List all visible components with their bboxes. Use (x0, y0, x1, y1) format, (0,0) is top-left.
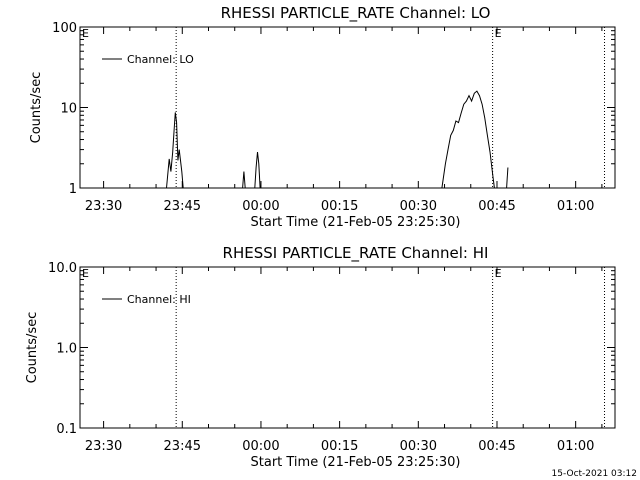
event-marker-label: E (495, 27, 502, 40)
x-tick-label: 23:30 (85, 439, 122, 454)
chart-panel-1: RHESSI PARTICLE_RATE Channel: LO 1 10 100 23… (29, 4, 616, 230)
x-tick-label: 00:00 (242, 199, 279, 214)
series-line-1-segment-5 (506, 167, 509, 189)
x-tick-label: 00:15 (321, 199, 358, 214)
event-marker-label: E (495, 267, 502, 280)
y-tick-label: 1.0 (56, 342, 77, 357)
plot-frame (79, 266, 616, 429)
series-line-1-segment-1 (166, 112, 184, 189)
x-tick-label: 00:45 (478, 439, 515, 454)
chart-panel-2: RHESSI PARTICLE_RATE Channel: HI 0.1 1.0 10… (25, 244, 616, 470)
series-line-1-segment-3 (254, 151, 261, 189)
x-tick-label: 01:00 (557, 199, 594, 214)
event-marker-label: E (82, 267, 89, 280)
y-tick-label: 0.1 (56, 422, 77, 437)
footer-timestamp: 15-Oct-2021 03:12 (552, 469, 637, 479)
event-marker-label: E (82, 27, 89, 40)
y-axis-label: Counts/sec (29, 72, 44, 144)
x-tick-label: 01:00 (557, 439, 594, 454)
x-tick-label: 00:45 (478, 199, 515, 214)
x-tick-label: 23:30 (85, 199, 122, 214)
x-tick-label: 23:45 (164, 439, 201, 454)
x-tick-label: 23:45 (164, 199, 201, 214)
x-tick-label: 00:30 (400, 199, 437, 214)
y-tick-label: 1 (69, 182, 77, 197)
y-tick-label: 100 (52, 21, 77, 36)
x-axis-label: Start Time (21-Feb-05 23:25:30) (251, 455, 461, 470)
legend-entry: Channel: HI (127, 293, 191, 306)
x-tick-label: 00:30 (400, 439, 437, 454)
y-tick-label: 10.0 (48, 261, 77, 276)
series-line-1-segment-4 (441, 90, 495, 189)
y-axis-label: Counts/sec (25, 312, 40, 384)
y-tick-label: 10 (60, 102, 77, 117)
chart-title: RHESSI PARTICLE_RATE Channel: LO (221, 4, 491, 23)
x-axis-label: Start Time (21-Feb-05 23:25:30) (251, 215, 461, 230)
x-tick-label: 00:15 (321, 439, 358, 454)
legend-entry: Channel: LO (127, 53, 194, 66)
x-tick-label: 00:00 (242, 439, 279, 454)
plot-frame (79, 26, 616, 189)
series-line-1-segment-2 (242, 171, 246, 189)
chart-title: RHESSI PARTICLE_RATE Channel: HI (223, 244, 489, 263)
